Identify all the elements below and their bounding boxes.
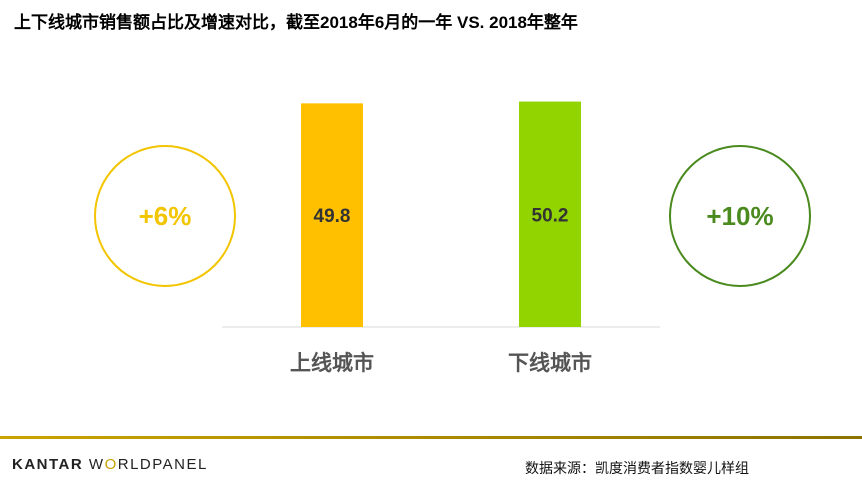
bar-chart: 49.8 上线城市 +6% 50.2 下线城市 +10% (94, 101, 811, 375)
kantar-worldpanel-logo: KANTAR WORLDPANEL (12, 456, 208, 473)
growth-label-1: +6% (139, 201, 192, 231)
bar-2 (519, 101, 581, 327)
growth-circle-1 (94, 145, 236, 287)
data-source: 数据来源：凯度消费者指数婴儿样组 (525, 460, 749, 476)
brand-kantar: KANTAR (12, 456, 84, 473)
growth-circle-2 (669, 145, 811, 287)
brand-w: W (88, 456, 105, 473)
footer-divider (0, 436, 862, 439)
bar-value-label-1: 49.8 (314, 206, 351, 227)
brand-rldpanel: RLDPANEL (117, 456, 208, 473)
growth-label-2: +10% (706, 201, 773, 231)
bar-1 (301, 103, 363, 328)
category-label-1: 上线城市 (290, 351, 374, 375)
chart-title: 上下线城市销售额占比及增速对比，截至2018年6月的一年 VS. 2018年整年 (14, 13, 578, 32)
category-label-2: 下线城市 (508, 351, 592, 375)
bar-value-label-2: 50.2 (532, 205, 569, 226)
brand-o: O (104, 456, 118, 473)
